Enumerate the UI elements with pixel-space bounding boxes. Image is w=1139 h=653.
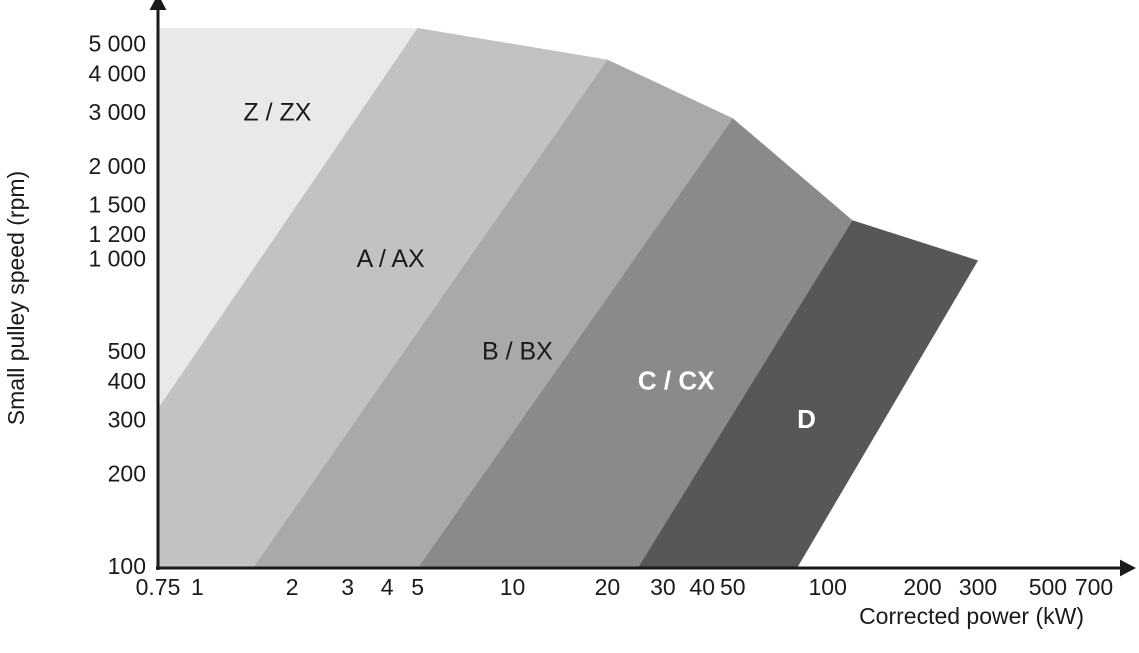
x-tick-label: 2 [286,574,299,600]
x-tick-label: 4 [381,574,394,600]
x-tick-label: 40 [690,574,716,600]
region-label-Z: Z / ZX [243,98,311,126]
y-tick-label: 100 [108,553,146,579]
y-axis-arrowhead [150,0,167,10]
y-tick-label: 1 200 [88,221,146,247]
chart-svg: Z / ZXA / AXB / BXC / CXD0.7512345102030… [0,0,1139,653]
region-label-C: C / CX [638,366,715,396]
y-tick-label: 4 000 [88,60,146,86]
y-axis-title: Small pulley speed (rpm) [3,171,29,425]
x-tick-label: 1 [191,574,204,600]
x-tick-label: 100 [809,574,847,600]
y-tick-label: 500 [108,338,146,364]
y-tick-label: 400 [108,368,146,394]
y-tick-labels: 100 200 300 400 500 1 0001 200 1 500 2 000 3 000… [88,31,146,580]
x-tick-label: 50 [720,574,746,600]
region-label-D: D [797,404,816,434]
x-tick-label: 300 [959,574,997,600]
x-tick-label: 200 [903,574,941,600]
x-tick-label: 30 [650,574,676,600]
region-label-B: B / BX [482,338,553,366]
x-axis-title: Corrected power (kW) [859,603,1084,629]
x-tick-labels: 0.75123451020304050100200300500700 [136,574,1114,600]
y-tick-label: 1 000 [88,246,146,272]
x-tick-label: 3 [341,574,354,600]
x-tick-label: 20 [595,574,621,600]
region-label-A: A / AX [357,245,425,273]
x-axis-arrowhead [1120,560,1136,577]
y-tick-label: 2 000 [88,153,146,179]
x-tick-label: 10 [500,574,526,600]
belt-selection-chart: Z / ZXA / AXB / BXC / CXD0.7512345102030… [0,0,1139,653]
y-tick-label: 1 500 [88,191,146,217]
y-tick-label: 300 [108,406,146,432]
x-tick-label: 5 [411,574,424,600]
y-tick-label: 200 [108,460,146,486]
y-tick-label: 3 000 [88,99,146,125]
y-tick-label: 5 000 [88,31,146,57]
x-tick-label: 700 [1075,574,1113,600]
x-tick-label: 500 [1029,574,1067,600]
